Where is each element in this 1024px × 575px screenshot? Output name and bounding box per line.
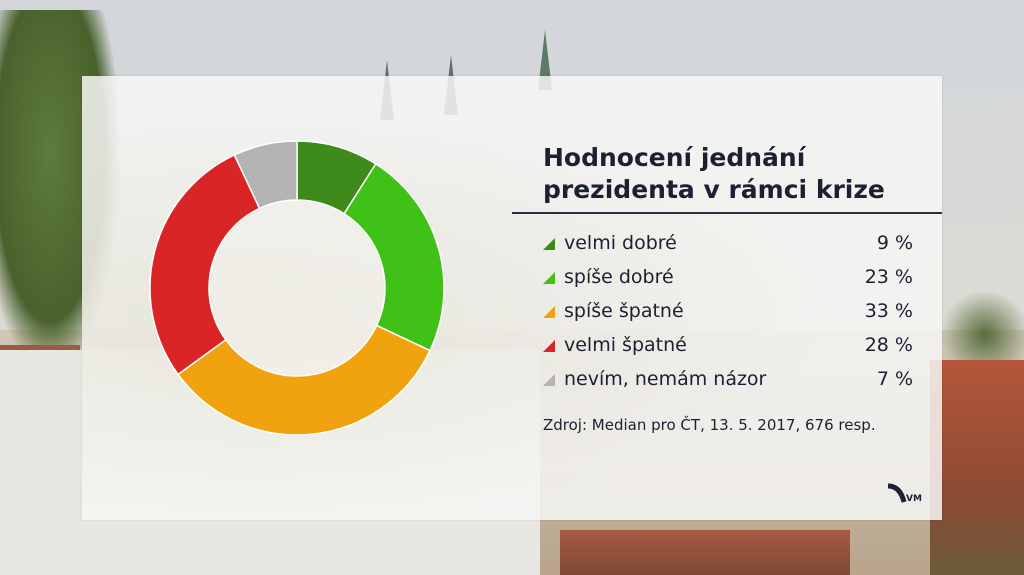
broadcaster-logo: VM [886, 482, 926, 512]
chart-title: Hodnocení jednání prezidenta v rámci kri… [543, 143, 885, 204]
legend-label: spíše dobré [564, 266, 674, 288]
legend-item: nevím, nemám názor 7 % [543, 362, 913, 396]
legend-value: 7 % [876, 368, 913, 390]
legend-item: spíše dobré 23 % [543, 260, 913, 294]
title-divider [512, 212, 942, 214]
legend-label: velmi dobré [564, 232, 677, 254]
donut-slice [233, 140, 298, 210]
donut-chart [149, 140, 445, 436]
donut-hole [210, 201, 384, 375]
source-note: Zdroj: Median pro ČT, 13. 5. 2017, 676 r… [543, 416, 876, 434]
legend-item: velmi špatné 28 % [543, 328, 913, 362]
background-spire [538, 30, 552, 90]
legend-label: spíše špatné [564, 300, 684, 322]
legend-marker [543, 238, 555, 250]
donut-slice [149, 153, 261, 376]
legend-value: 9 % [876, 232, 913, 254]
legend-value: 28 % [864, 334, 913, 356]
legend-value: 33 % [864, 300, 913, 322]
legend-label: nevím, nemám názor [564, 368, 767, 390]
donut-slice [177, 324, 432, 436]
legend-marker [543, 340, 555, 352]
legend-item: spíše špatné 33 % [543, 294, 913, 328]
legend-marker [543, 306, 555, 318]
donut-slice [343, 162, 445, 352]
logo-icon [887, 483, 907, 503]
legend-marker [543, 374, 555, 386]
legend-value: 23 % [864, 266, 913, 288]
chart-panel: Hodnocení jednání prezidenta v rámci kri… [82, 76, 942, 520]
background-roofs [930, 360, 1024, 575]
legend-label: velmi špatné [564, 334, 687, 356]
logo-text: VM [906, 494, 922, 504]
legend-marker [543, 272, 555, 284]
background-roof [560, 530, 850, 575]
legend-item: velmi dobré 9 % [543, 226, 913, 260]
legend: velmi dobré 9 % spíše dobré 23 % spíše š… [543, 226, 913, 396]
